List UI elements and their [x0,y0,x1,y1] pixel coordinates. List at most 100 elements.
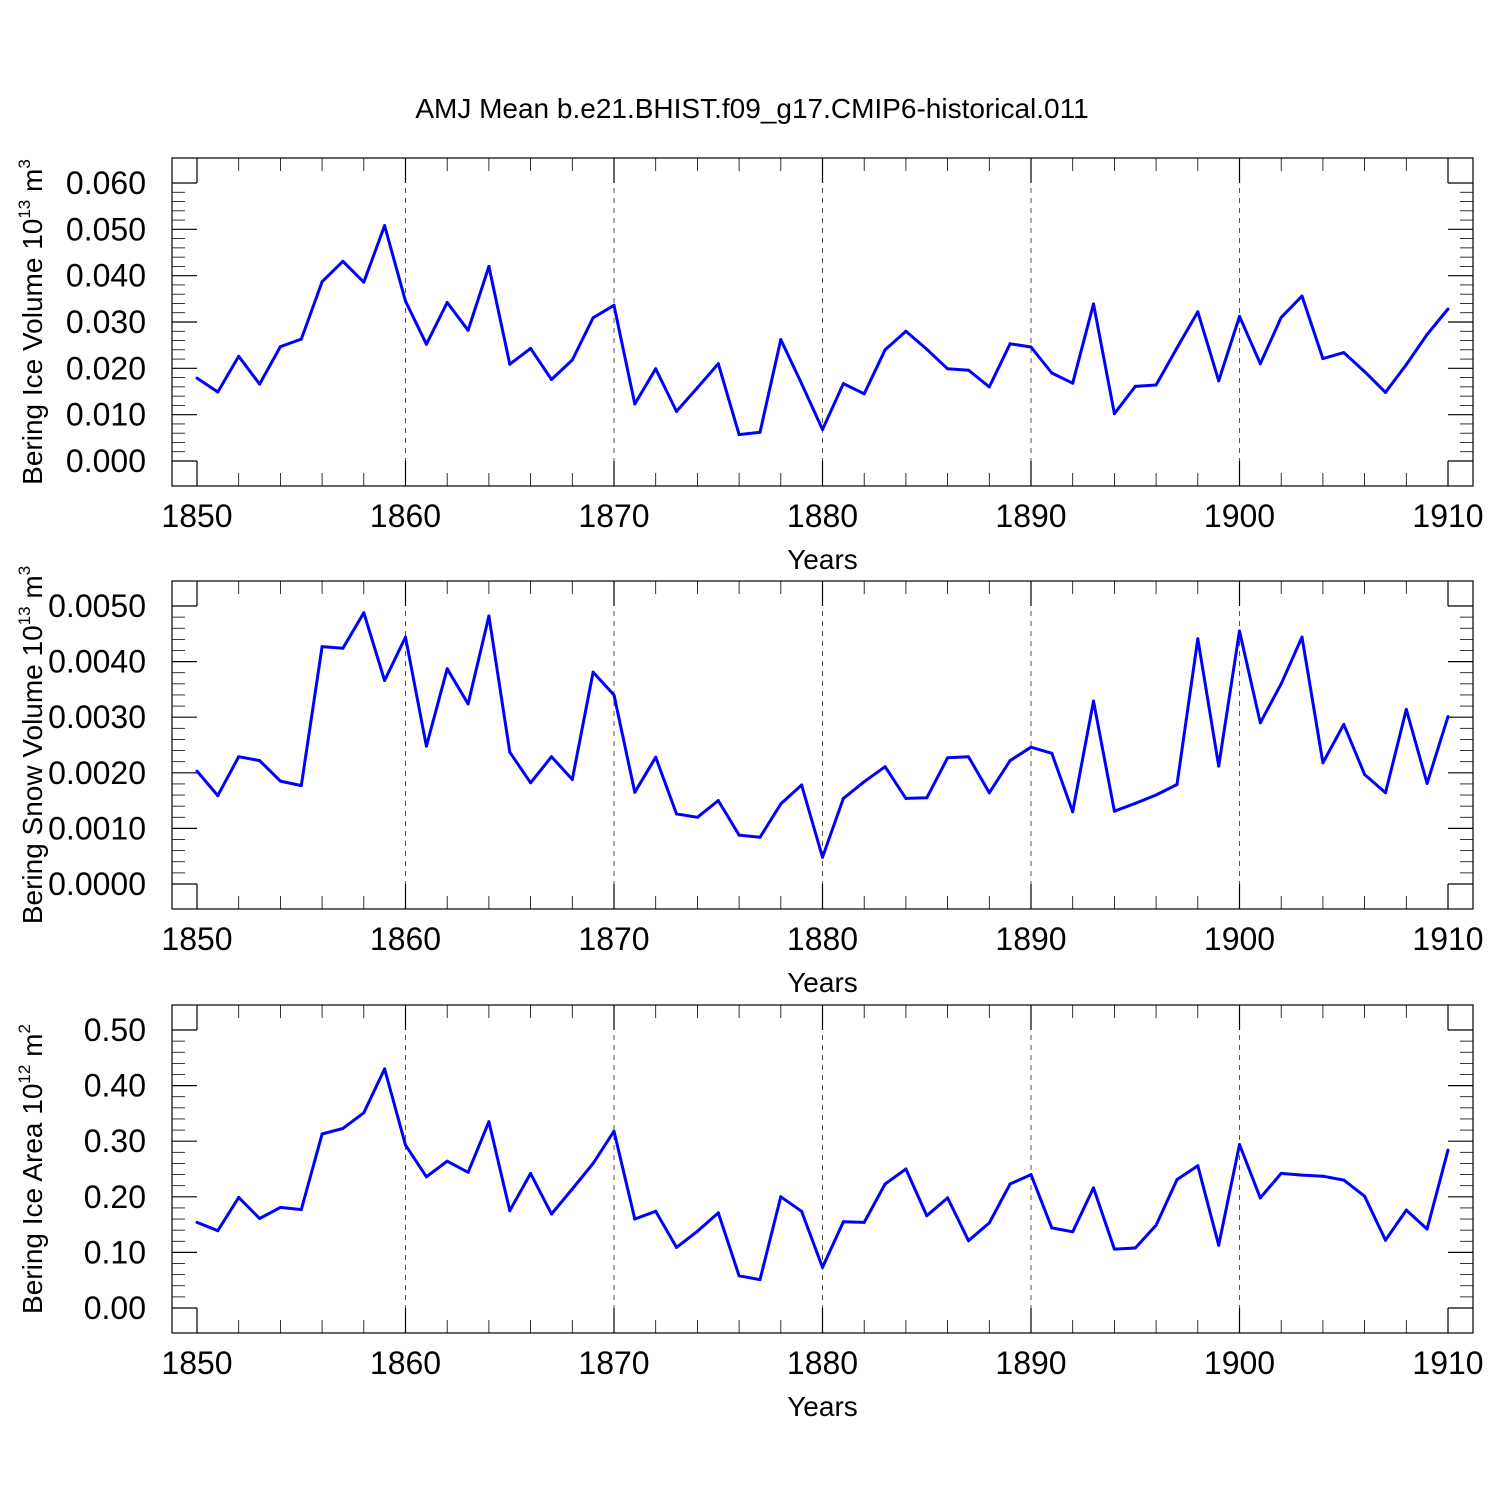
data-point [633,790,637,794]
data-point [1404,707,1408,711]
data-point [237,755,241,759]
data-point [1175,346,1179,350]
data-point [466,702,470,706]
y-axis-title-exponent: 12 [15,1065,34,1084]
data-point [1384,791,1387,795]
y-axis-title-text: Bering Ice Volume 10 [17,219,48,485]
data-point [216,390,220,394]
data-point [1154,1223,1158,1227]
panel-1: 0.000 0.010 0.020 0.030 0.040 0.050 0.060 1850 1… [15,157,1484,575]
data-point [445,667,449,671]
y-axis-title: Bering Ice Area 1012 m2 [15,1024,48,1314]
data-point [466,1170,470,1174]
data-point [695,386,699,390]
data-point [737,433,741,437]
x-tick-label: 1860 [370,921,441,957]
data-point [1071,810,1075,814]
data-point [612,303,616,307]
data-point [508,750,512,754]
data-point [1196,310,1200,314]
data-point [1133,384,1137,388]
data-point [779,338,783,342]
data-point [362,611,366,615]
y-tick-label: 0.0000 [48,866,146,902]
data-point [633,402,637,406]
data-point [737,833,741,837]
y-axis-title-unit: m [17,575,48,606]
data-point [1175,783,1179,786]
data-point [987,1221,991,1225]
data-point [904,1167,908,1171]
data-point [341,259,345,263]
data-point [1258,362,1262,366]
data-point [237,1195,241,1199]
data-point [1425,1227,1429,1231]
data-point [779,1195,783,1199]
y-tick-label: 0.50 [84,1012,146,1048]
data-point [550,1212,553,1216]
data-point [258,1217,262,1220]
data-point [987,791,991,795]
data-point [404,299,407,303]
data-point [1404,1208,1408,1212]
data-point [1425,781,1429,785]
x-tick-label: 1870 [578,921,649,957]
y-axis-title-unit-exponent: 3 [15,159,34,168]
data-point [445,301,449,304]
y-tick-label: 0.40 [84,1068,146,1104]
y-tick-label: 0.050 [66,211,146,247]
data-point [1217,764,1221,768]
data-point [1008,1182,1012,1186]
data-point [1112,412,1116,416]
data-point [821,855,824,859]
y-axis-title-exponent: 13 [15,200,34,219]
data-point [1112,1247,1116,1251]
x-axis-title: Years [787,544,858,575]
x-tick-label: 1900 [1204,498,1275,534]
data-point [383,1067,387,1071]
data-point [883,1182,887,1186]
y-tick-label: 0.040 [66,258,146,294]
data-point [445,1159,449,1163]
data-point [1008,759,1012,763]
x-tick-label: 1870 [578,1345,649,1381]
x-tick-label: 1890 [995,1345,1066,1381]
data-point [1384,1238,1387,1242]
data-point [1008,342,1012,346]
data-point [529,346,533,350]
y-tick-label: 0.0030 [48,699,146,735]
y-tick-label: 0.060 [66,165,146,201]
data-point [841,1220,845,1224]
data-point [550,755,553,759]
x-tick-label: 1910 [1412,498,1483,534]
panel-3: 0.00 0.10 0.20 0.30 0.40 0.50 1850 1860 1870 1880… [15,1004,1484,1422]
panels: 0.000 0.010 0.020 0.030 0.040 0.050 0.060 1850 1… [15,157,1484,1422]
x-tick-label: 1860 [370,498,441,534]
data-point [654,367,658,371]
data-point [1321,1174,1325,1178]
data-point [1258,721,1262,725]
y-axis-title-exponent: 13 [15,606,34,625]
data-point [1321,761,1325,765]
data-point [716,1211,720,1215]
data-point [1446,307,1450,311]
data-point [299,337,303,341]
data-point [967,1239,970,1243]
y-axis-title-unit: m [17,169,48,200]
data-point [695,1229,699,1233]
y-tick-label: 0.30 [84,1123,146,1159]
data-point [1384,390,1387,394]
data-point [821,1265,824,1269]
data-point [1071,381,1075,385]
data-point [1196,1164,1200,1168]
data-point [1279,315,1283,319]
panel-2: 0.0000 0.0010 0.0020 0.0030 0.0040 0.0050 1850… [15,566,1484,998]
data-point [299,1208,303,1212]
x-tick-label: 1850 [161,921,232,957]
data-point [570,358,574,362]
data-point [1363,370,1367,374]
data-point [1175,1178,1179,1182]
data-point [1404,363,1408,367]
data-point [570,1187,574,1191]
y-axis-title-text: Bering Snow Volume 10 [17,625,48,924]
